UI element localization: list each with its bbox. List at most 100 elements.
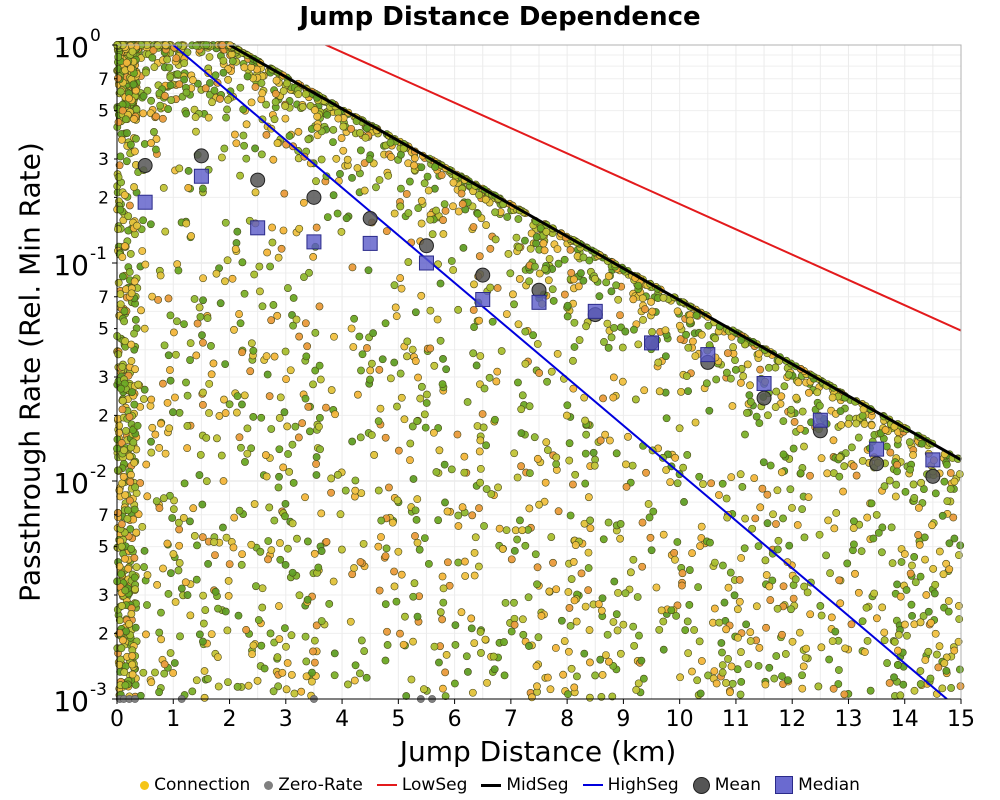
connection-point [655,387,664,396]
connection-point [333,470,342,479]
connection-point [599,535,608,544]
connection-point [826,569,834,578]
connection-point [475,252,484,261]
connection-point [224,678,232,686]
connection-point [584,493,593,502]
connection-point [301,90,310,99]
connection-point [482,221,491,229]
connection-point [195,303,204,312]
connection-point [184,166,193,175]
connection-point [169,550,178,558]
connection-point [688,549,696,558]
connection-point [123,129,131,137]
connection-point [155,443,164,452]
x-tick-label: 1 [166,707,180,732]
connection-point [186,611,195,620]
connection-point [294,127,303,136]
y-minor-tick-label: 5 [98,320,109,340]
connection-point [125,412,134,421]
connection-point [491,415,499,424]
connection-point [552,460,561,469]
connection-point [433,315,442,324]
connection-point [814,682,823,691]
connection-point [301,394,310,403]
connection-point [607,333,616,342]
connection-point [901,487,910,496]
connection-point [276,555,285,564]
connection-point [661,352,670,361]
connection-point [467,624,476,633]
connection-point [200,693,209,702]
connection-point [840,690,849,699]
connection-point [531,262,539,271]
connection-point [754,661,763,670]
connection-point [236,171,244,180]
connection-point [773,486,782,495]
connection-point [180,75,189,84]
connection-point [469,306,478,314]
connection-point [659,617,668,626]
connection-point [284,544,292,553]
connection-point [502,526,511,535]
connection-point [363,344,371,352]
connection-point [828,393,837,402]
connection-point [439,216,447,224]
connection-point [756,503,765,512]
connection-point [356,433,365,442]
connection-point [639,674,648,683]
connection-point [152,145,160,154]
connection-point [368,359,376,368]
connection-point [402,692,411,700]
connection-point [283,659,292,667]
connection-point [385,483,393,492]
connection-point [127,340,136,349]
connection-point [706,538,714,547]
connection-point [156,101,165,110]
connection-point [545,587,554,596]
connection-point [199,400,207,409]
connection-point [596,436,605,445]
connection-point [849,462,858,471]
connection-point [498,545,507,553]
connection-point [569,558,578,566]
connection-point [763,411,772,420]
connection-point [166,366,174,374]
connection-point [343,155,352,164]
connection-point [192,127,200,136]
connection-point [364,266,373,275]
connection-point [262,472,271,481]
connection-point [351,486,360,495]
connection-point [908,561,916,570]
connection-point [257,150,266,159]
connection-point [186,339,195,348]
connection-point [131,365,139,374]
connection-point [813,388,822,397]
connection-point [673,479,682,488]
connection-point [233,227,242,236]
connection-point [176,632,184,641]
connection-point [149,46,158,55]
connection-point [680,498,688,506]
connection-point [330,671,339,680]
x-tick-label: 12 [778,707,806,732]
connection-point [454,511,463,520]
connection-point [564,647,573,656]
connection-point [273,311,282,320]
connection-point [860,420,869,428]
connection-point [147,395,156,404]
connection-point [548,285,557,294]
connection-point [437,171,446,180]
connection-point [601,430,610,439]
connection-point [219,523,227,532]
connection-point [916,618,925,627]
connection-point [160,92,169,100]
connection-point [517,462,525,471]
connection-point [157,635,166,644]
connection-point [323,213,332,221]
connection-point [223,626,232,635]
connection-point [485,373,494,382]
connection-point [334,114,343,123]
connection-point [115,161,124,170]
connection-point [873,614,881,623]
connection-point [124,564,133,573]
